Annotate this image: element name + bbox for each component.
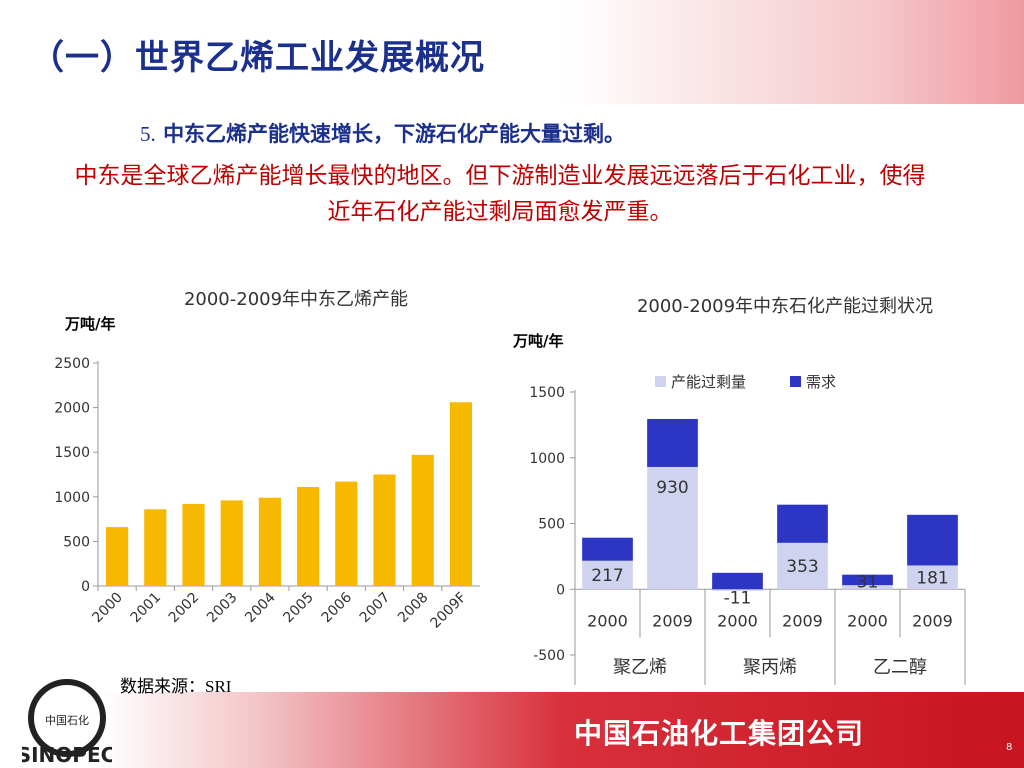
bar-2000	[106, 527, 129, 586]
x-tick-label: 2001	[128, 590, 165, 627]
data-label: 181	[916, 568, 948, 588]
x-tick-label: 2004	[242, 589, 279, 626]
logo-brand: SINOPEC	[22, 743, 112, 766]
x-tick-label: 2000	[89, 590, 126, 627]
y-tick-label: 500	[538, 517, 565, 533]
header-gradient-band	[0, 0, 1024, 104]
y-tick-label: -500	[533, 648, 565, 664]
x-category-label: 2009	[782, 611, 823, 630]
y-tick-label: 1500	[54, 445, 90, 461]
bar-demand-1	[647, 418, 698, 467]
x-tick-label: 2007	[357, 590, 394, 627]
y-tick-label: 2500	[54, 356, 90, 372]
y-tick-label: 0	[556, 582, 565, 598]
group-label: 乙二醇	[873, 657, 927, 678]
y-tick-label: 2000	[54, 401, 90, 417]
legend-swatch-1	[790, 376, 801, 387]
y-tick-label: 0	[81, 579, 90, 595]
legend-swatch-0	[655, 376, 666, 387]
bar-2004	[258, 497, 281, 586]
data-source: 数据来源：SRI	[120, 677, 232, 696]
y-axis-label: 万吨/年	[512, 332, 563, 350]
point-text: 中东乙烯产能快速增长，下游石化产能大量过剩。	[163, 122, 626, 146]
x-category-label: 2000	[847, 611, 888, 630]
y-tick-label: 1000	[529, 451, 565, 467]
x-category-label: 2000	[587, 611, 628, 630]
bar-surplus-5	[907, 565, 958, 590]
legend-label-1: 需求	[806, 373, 836, 391]
x-tick-label: 2008	[395, 590, 432, 627]
x-tick-label: 2005	[280, 590, 317, 627]
chart-title: 2000-2009年中东石化产能过剩状况	[637, 296, 933, 317]
data-label: 930	[656, 478, 688, 498]
bar-demand-0	[582, 537, 633, 561]
y-tick-label: 500	[63, 534, 90, 550]
data-label: 353	[786, 557, 818, 577]
footer-band	[0, 692, 1024, 768]
point-heading: 5. 中东乙烯产能快速增长，下游石化产能大量过剩。	[140, 118, 625, 148]
data-label: 31	[857, 572, 879, 592]
point-number: 5.	[140, 122, 156, 146]
x-category-label: 2009	[912, 611, 953, 630]
x-category-label: 2000	[717, 611, 758, 630]
bar-surplus-0	[582, 560, 633, 590]
bar-demand-3	[777, 504, 828, 543]
chart-title: 2000-2009年中东乙烯产能	[184, 289, 408, 310]
bar-surplus-4	[842, 585, 893, 590]
y-tick-label: 1500	[529, 385, 565, 401]
bar-2008	[411, 454, 434, 586]
bar-demand-4	[842, 574, 893, 586]
logo-text: 中国石化	[45, 713, 89, 727]
bar-surplus-1	[647, 466, 698, 590]
company-name: 中国石油化工集团公司	[574, 717, 865, 750]
page-title: （一）世界乙烯工业发展概况	[30, 38, 485, 78]
page-number: 8	[1006, 742, 1013, 753]
sinopec-logo: 中国石化 SINOPEC	[22, 679, 112, 766]
x-tick-label: 2009F	[428, 590, 470, 632]
x-tick-label: 2003	[204, 590, 241, 627]
bar-demand-2	[712, 572, 763, 590]
bar-2009F	[449, 402, 472, 586]
group-label: 聚丙烯	[743, 657, 797, 678]
x-tick-label: 2006	[319, 589, 356, 626]
y-axis-label: 万吨/年	[64, 315, 115, 333]
x-tick-label: 2002	[166, 590, 203, 627]
data-label: -11	[724, 588, 752, 608]
bar-2006	[335, 481, 358, 586]
bar-2007	[373, 474, 396, 586]
group-label: 聚乙烯	[613, 657, 667, 678]
bar-2002	[182, 503, 205, 586]
y-tick-label: 1000	[54, 490, 90, 506]
description-text: 中东是全球乙烯产能增长最快的地区。但下游制造业发展远远落后于石化工业，使得近年石…	[74, 163, 926, 225]
legend-label-0: 产能过剩量	[671, 373, 746, 391]
data-label: 217	[591, 566, 623, 586]
bar-surplus-3	[777, 542, 828, 590]
bar-2003	[220, 500, 243, 586]
bar-surplus-2	[712, 589, 763, 591]
bar-2005	[297, 486, 320, 586]
bar-demand-5	[907, 514, 958, 566]
bar-2001	[144, 509, 167, 586]
x-category-label: 2009	[652, 611, 693, 630]
